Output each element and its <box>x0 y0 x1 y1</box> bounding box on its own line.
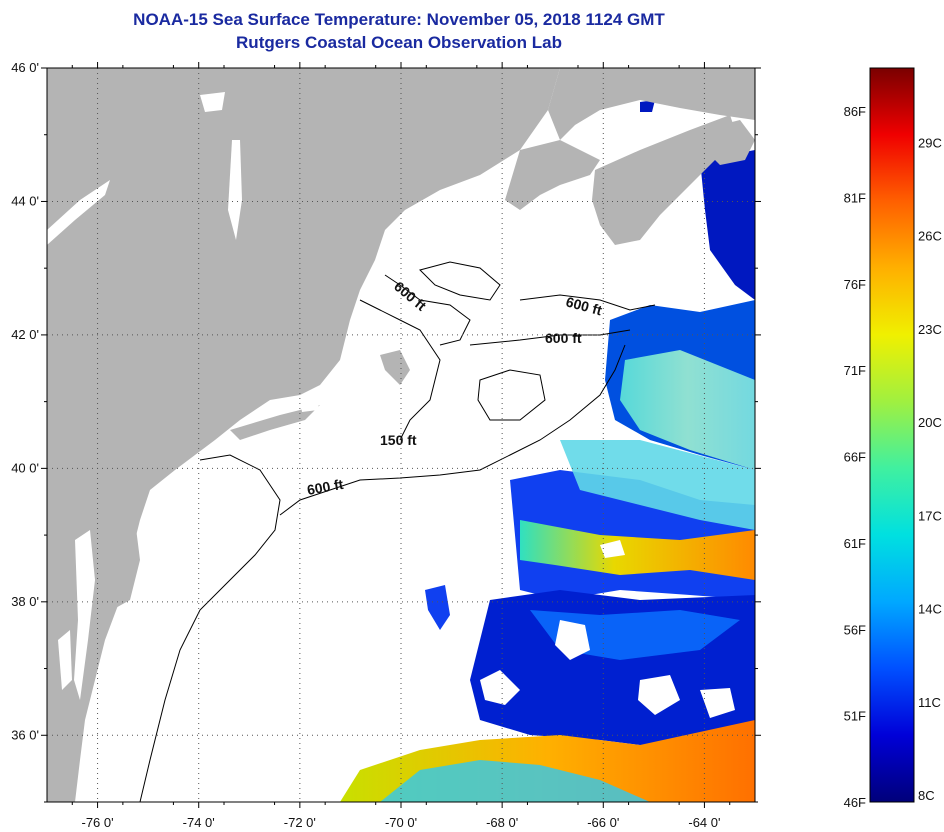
colorbar <box>869 67 915 803</box>
lon-tick-label: -64 0' <box>688 815 720 830</box>
contour-label-georges-bank: 600 ft <box>545 330 582 346</box>
axis-ticks <box>41 62 761 808</box>
colorbar-fahrenheit-label: 51F <box>844 709 866 724</box>
bathymetry-contours <box>139 261 656 802</box>
colorbar-celsius-label: 17C <box>918 508 942 523</box>
colorbar-celsius-label: 29C <box>918 135 942 150</box>
colorbar-celsius-label: 20C <box>918 415 942 430</box>
map-title: NOAA-15 Sea Surface Temperature: Novembe… <box>133 10 665 29</box>
lat-tick-label: 38 0' <box>11 594 39 609</box>
colorbar-celsius-label: 11C <box>918 695 941 710</box>
lon-tick-label: -70 0' <box>385 815 417 830</box>
colorbar-celsius-label: 8C <box>918 788 935 803</box>
inland-water-layer <box>47 92 320 700</box>
colorbar-fahrenheit-label: 76F <box>844 277 866 292</box>
colorbar-fahrenheit-label: 66F <box>844 450 866 465</box>
graticule <box>47 68 755 802</box>
lat-tick-label: 42 0' <box>11 327 39 342</box>
lon-tick-label: -76 0' <box>82 815 114 830</box>
colorbar-celsius-label: 26C <box>918 229 942 244</box>
axis-tick-labels: 46 0' 44 0' 42 0' 40 0' 38 0' 36 0' -76 0' -74 … <box>11 60 720 830</box>
lat-tick-label: 40 0' <box>11 460 39 475</box>
colorbar-celsius-label: 23C <box>918 322 942 337</box>
lon-tick-label: -66 0' <box>587 815 619 830</box>
lon-tick-label: -72 0' <box>284 815 316 830</box>
lat-tick-label: 46 0' <box>11 60 39 75</box>
colorbar-fahrenheit-label: 46F <box>844 795 866 810</box>
land-layer <box>47 68 755 802</box>
colorbar-fahrenheit-label: 61F <box>844 536 866 551</box>
colorbar-labels: 46F 51F 56F 61F 66F 71F 76F 81F 86F 8C 11C 14C 17C 20… <box>844 104 942 810</box>
lat-tick-label: 44 0' <box>11 193 39 208</box>
colorbar-celsius-label: 14C <box>918 602 942 617</box>
lon-tick-label: -68 0' <box>486 815 518 830</box>
lat-tick-label: 36 0' <box>11 727 39 742</box>
contour-label-shelf-break: 600 ft <box>306 476 345 498</box>
colorbar-fahrenheit-label: 81F <box>844 191 866 206</box>
contour-label-150ft: 150 ft <box>380 432 417 448</box>
sst-data-layer <box>340 100 755 802</box>
map-subtitle: Rutgers Coastal Ocean Observation Lab <box>236 33 562 52</box>
colorbar-fahrenheit-label: 71F <box>844 363 866 378</box>
colorbar-fahrenheit-label: 56F <box>844 622 866 637</box>
lon-tick-label: -74 0' <box>183 815 215 830</box>
colorbar-fahrenheit-label: 86F <box>844 104 866 119</box>
